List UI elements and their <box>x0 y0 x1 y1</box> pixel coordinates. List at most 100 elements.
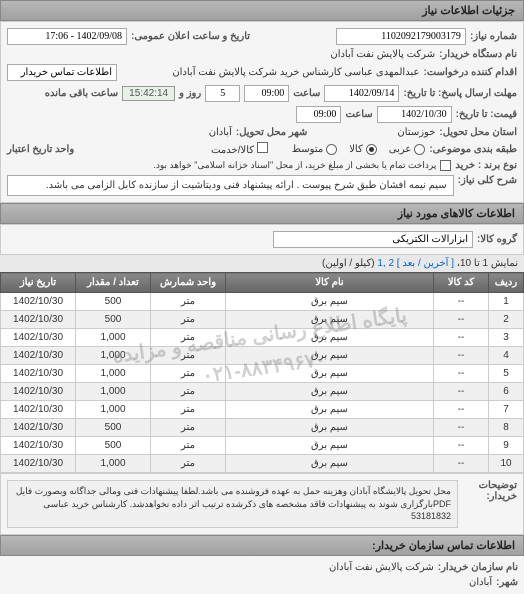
table-cell: 1402/10/30 <box>1 401 76 419</box>
table-cell: 500 <box>76 293 151 311</box>
table-row: 9--سیم برقمتر5001402/10/30 <box>1 437 524 455</box>
price-date-input[interactable] <box>377 106 452 123</box>
table-cell: متر <box>151 347 226 365</box>
deadline-date-input[interactable] <box>324 85 399 102</box>
table-row: 4--سیم برقمتر1,0001402/10/30 <box>1 347 524 365</box>
table-cell: 1,000 <box>76 329 151 347</box>
budget-label: طبقه بندی موضوعی: <box>429 144 517 155</box>
table-container: ردیف کد کالا نام کالا واحد شمارش تعداد /… <box>0 272 524 473</box>
table-cell: سیم برق <box>226 419 434 437</box>
time-label-1: ساعت <box>293 88 320 99</box>
buyer-device-label: نام دستگاه خریدار: <box>439 49 517 60</box>
deadline-label: مهلت ارسال پاسخ: تا تاریخ: <box>403 88 517 99</box>
announce-label: تاریخ و ساعت اعلان عمومی: <box>131 31 250 42</box>
remaining-time: 15:42:14 <box>122 86 175 101</box>
remaining-label: ساعت باقی مانده <box>45 88 118 99</box>
province-value: خوزستان <box>397 127 435 138</box>
table-cell: -- <box>434 437 489 455</box>
table-cell: -- <box>434 455 489 473</box>
radio-option-2[interactable]: متوسط <box>292 144 337 155</box>
pagination: نمایش 1 تا 10، [ آخرین / بعد ] 2 ,1 (کیل… <box>0 255 524 272</box>
notes-text: محل تحویل پالایشگاه آبادان وهزینه حمل به… <box>7 480 458 528</box>
credit-checkbox-label: کالا/خدمت <box>211 145 254 156</box>
header-title: جزئیات اطلاعات نیاز <box>422 5 515 17</box>
main-form: شماره نیاز: تاریخ و ساعت اعلان عمومی: نا… <box>0 21 524 203</box>
price-date-label: قیمت: تا تاریخ: <box>456 109 517 120</box>
table-cell: 500 <box>76 311 151 329</box>
table-cell: -- <box>434 401 489 419</box>
payment-note: پرداخت تمام یا بخشی از مبلغ خرید، از محل… <box>153 160 436 171</box>
price-time-input[interactable] <box>296 106 341 123</box>
table-cell: 1402/10/30 <box>1 383 76 401</box>
table-cell: -- <box>434 383 489 401</box>
table-cell: متر <box>151 365 226 383</box>
requester-label: اقدام کننده درخواست: <box>423 67 517 78</box>
table-header-row: ردیف کد کالا نام کالا واحد شمارش تعداد /… <box>1 273 524 293</box>
radio-option-0[interactable]: عربی <box>389 144 426 155</box>
table-cell: متر <box>151 311 226 329</box>
table-cell: سیم برق <box>226 437 434 455</box>
pagination-suffix: (کیلو / اولین) <box>322 258 375 269</box>
payment-label: نوع برند : خرید <box>455 160 517 171</box>
footer-org-label: نام سازمان خریدار: <box>438 562 518 573</box>
radio-label-1: کالا <box>349 144 363 155</box>
table-row: 8--سیم برقمتر5001402/10/30 <box>1 419 524 437</box>
footer-section: نام سازمان خریدار: شرکت پالایش نفت آبادا… <box>0 556 524 594</box>
table-row: 10--سیم برقمتر1,0001402/10/30 <box>1 455 524 473</box>
table-cell: 1,000 <box>76 365 151 383</box>
footer-org-value: شرکت پالایش نفت آبادان <box>329 562 434 573</box>
table-cell: 500 <box>76 419 151 437</box>
credit-label: واحد تاریخ اعتبار <box>7 144 74 155</box>
table-cell: 1402/10/30 <box>1 311 76 329</box>
table-cell: 1402/10/30 <box>1 329 76 347</box>
table-cell: متر <box>151 401 226 419</box>
requester-value: عبدالمهدی عباسی کارشناس خرید شرکت پالایش… <box>121 67 419 78</box>
table-cell: 1402/10/30 <box>1 365 76 383</box>
radio-option-1[interactable]: کالا <box>349 144 377 155</box>
table-row: 7--سیم برقمتر1,0001402/10/30 <box>1 401 524 419</box>
table-cell: 9 <box>489 437 524 455</box>
radio-icon <box>414 144 425 155</box>
notes-area: توضیحات خریدار: محل تحویل پالایشگاه آباد… <box>0 473 524 535</box>
announce-input[interactable] <box>7 28 127 45</box>
footer-city-value: آبادان <box>469 577 492 588</box>
buyer-contact-input[interactable] <box>7 64 117 81</box>
table-cell: 1,000 <box>76 455 151 473</box>
table-row: 2--سیم برقمتر5001402/10/30 <box>1 311 524 329</box>
table-cell: -- <box>434 347 489 365</box>
table-cell: 4 <box>489 347 524 365</box>
city-label: شهر محل تحویل: <box>236 127 308 138</box>
radio-icon <box>326 144 337 155</box>
table-cell: متر <box>151 419 226 437</box>
goods-section-title: اطلاعات کالاهای مورد نیاز <box>398 208 515 220</box>
table-cell: سیم برق <box>226 383 434 401</box>
table-row: 3--سیم برقمتر1,0001402/10/30 <box>1 329 524 347</box>
table-cell: 1402/10/30 <box>1 419 76 437</box>
table-cell: متر <box>151 437 226 455</box>
request-number-input[interactable] <box>336 28 466 45</box>
deadline-time-input[interactable] <box>244 85 289 102</box>
time-label-2: ساعت <box>345 109 372 120</box>
table-cell: 1 <box>489 293 524 311</box>
goods-section-header: اطلاعات کالاهای مورد نیاز <box>0 203 524 224</box>
table-cell: سیم برق <box>226 455 434 473</box>
footer-header: اطلاعات تماس سازمان خریدار: <box>0 535 524 556</box>
table-cell: 1402/10/30 <box>1 455 76 473</box>
table-cell: متر <box>151 455 226 473</box>
table-cell: 1402/10/30 <box>1 437 76 455</box>
table-cell: سیم برق <box>226 401 434 419</box>
pagination-links[interactable]: [ آخرین / بعد ] 2 ,1 <box>377 258 454 269</box>
page-header: جزئیات اطلاعات نیاز <box>0 0 524 21</box>
table-cell: 6 <box>489 383 524 401</box>
col-header: تعداد / مقدار <box>76 273 151 293</box>
table-cell: 1,000 <box>76 383 151 401</box>
table-cell: سیم برق <box>226 311 434 329</box>
notes-label: توضیحات خریدار: <box>462 480 517 502</box>
table-cell: 5 <box>489 365 524 383</box>
payment-checkbox[interactable] <box>440 160 451 171</box>
days-input[interactable] <box>205 85 240 102</box>
group-input[interactable] <box>273 231 473 248</box>
credit-checkbox[interactable] <box>257 142 268 153</box>
province-label: استان محل تحویل: <box>439 127 517 138</box>
table-cell: -- <box>434 419 489 437</box>
